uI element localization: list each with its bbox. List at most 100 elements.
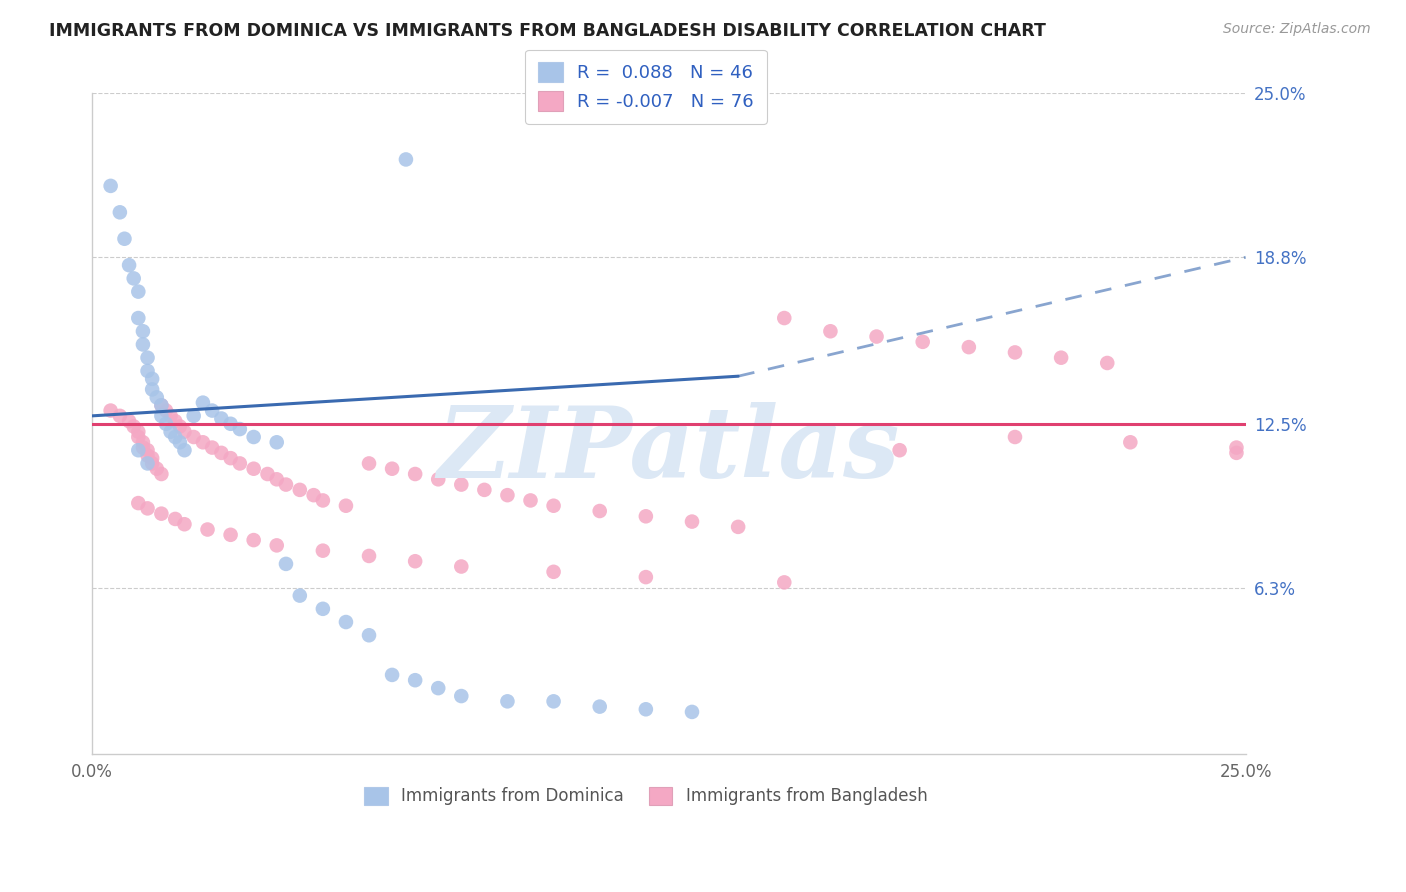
Point [114, 232, 136, 246]
Point [681, 515, 703, 529]
Point [100, 178, 122, 193]
Point [136, 449, 159, 463]
Point [335, 615, 357, 629]
Point [132, 337, 155, 351]
Point [404, 467, 426, 481]
Point [450, 689, 472, 703]
Point [132, 435, 155, 450]
Point [634, 702, 657, 716]
Point [127, 311, 149, 326]
Point [274, 477, 297, 491]
Point [191, 435, 214, 450]
Point [312, 493, 335, 508]
Point [242, 461, 264, 475]
Point [159, 425, 181, 439]
Point [146, 390, 169, 404]
Point [634, 509, 657, 524]
Point [155, 403, 177, 417]
Point [242, 533, 264, 547]
Point [312, 602, 335, 616]
Point [266, 435, 288, 450]
Point [173, 443, 195, 458]
Point [155, 417, 177, 431]
Point [773, 575, 796, 590]
Point [404, 554, 426, 568]
Point [229, 422, 252, 436]
Point [150, 507, 173, 521]
Point [136, 457, 159, 471]
Point [183, 409, 205, 423]
Point [127, 443, 149, 458]
Point [197, 523, 219, 537]
Point [266, 538, 288, 552]
Point [773, 311, 796, 326]
Point [357, 457, 380, 471]
Point [427, 472, 450, 486]
Point [169, 419, 191, 434]
Point [136, 443, 159, 458]
Point [266, 472, 288, 486]
Point [427, 681, 450, 695]
Point [150, 398, 173, 412]
Point [288, 483, 311, 497]
Point [335, 499, 357, 513]
Point [173, 425, 195, 439]
Point [118, 414, 141, 428]
Text: IMMIGRANTS FROM DOMINICA VS IMMIGRANTS FROM BANGLADESH DISABILITY CORRELATION CH: IMMIGRANTS FROM DOMINICA VS IMMIGRANTS F… [49, 22, 1046, 40]
Point [957, 340, 980, 354]
Point [357, 549, 380, 563]
Text: ZIPatlas: ZIPatlas [437, 402, 900, 499]
Point [122, 419, 145, 434]
Point [312, 543, 335, 558]
Point [404, 673, 426, 688]
Point [681, 705, 703, 719]
Point [108, 409, 131, 423]
Point [288, 589, 311, 603]
Point [229, 457, 252, 471]
Point [589, 504, 612, 518]
Point [302, 488, 325, 502]
Point [496, 694, 519, 708]
Point [1225, 441, 1247, 455]
Point [136, 501, 159, 516]
Point [274, 557, 297, 571]
Point [201, 441, 224, 455]
Point [108, 205, 131, 219]
Point [889, 443, 911, 458]
Point [219, 417, 242, 431]
Point [496, 488, 519, 502]
Point [474, 483, 496, 497]
Point [911, 334, 934, 349]
Point [381, 668, 404, 682]
Point [1097, 356, 1119, 370]
Point [1004, 430, 1026, 444]
Point [219, 528, 242, 542]
Point [169, 435, 191, 450]
Point [173, 517, 195, 532]
Point [141, 372, 163, 386]
Point [127, 285, 149, 299]
Point [865, 329, 887, 343]
Point [150, 398, 173, 412]
Point [141, 451, 163, 466]
Point [146, 461, 169, 475]
Point [1050, 351, 1073, 365]
Point [165, 414, 187, 428]
Point [589, 699, 612, 714]
Point [209, 446, 232, 460]
Point [159, 409, 181, 423]
Point [132, 324, 155, 338]
Point [395, 153, 418, 167]
Point [141, 457, 163, 471]
Point [242, 430, 264, 444]
Text: Source: ZipAtlas.com: Source: ZipAtlas.com [1223, 22, 1371, 37]
Point [165, 512, 187, 526]
Point [519, 493, 541, 508]
Point [450, 477, 472, 491]
Point [820, 324, 842, 338]
Point [127, 425, 149, 439]
Point [201, 403, 224, 417]
Point [141, 383, 163, 397]
Point [122, 271, 145, 285]
Point [1225, 446, 1247, 460]
